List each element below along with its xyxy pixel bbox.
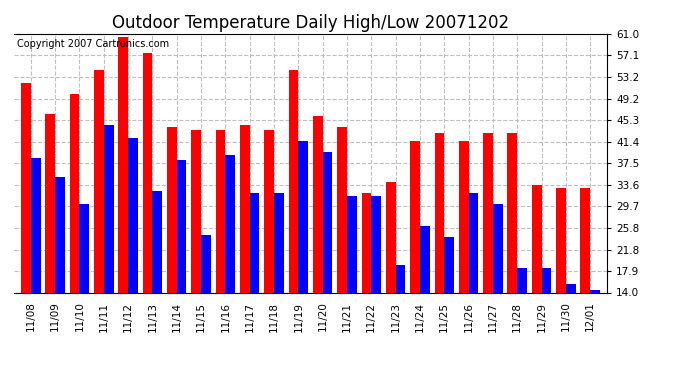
- Bar: [152, 190, 162, 292]
- Bar: [395, 265, 405, 292]
- Bar: [216, 130, 226, 292]
- Bar: [590, 290, 600, 292]
- Bar: [386, 182, 395, 292]
- Bar: [313, 116, 323, 292]
- Bar: [226, 155, 235, 292]
- Bar: [128, 138, 138, 292]
- Bar: [362, 194, 371, 292]
- Bar: [94, 69, 104, 292]
- Bar: [288, 69, 298, 292]
- Bar: [250, 194, 259, 292]
- Bar: [444, 237, 454, 292]
- Bar: [46, 114, 55, 292]
- Bar: [347, 196, 357, 292]
- Bar: [532, 185, 542, 292]
- Bar: [542, 268, 551, 292]
- Bar: [411, 141, 420, 292]
- Bar: [435, 133, 444, 292]
- Bar: [274, 194, 284, 292]
- Bar: [70, 94, 79, 292]
- Bar: [177, 160, 186, 292]
- Bar: [469, 194, 478, 292]
- Bar: [55, 177, 65, 292]
- Bar: [21, 83, 31, 292]
- Text: Copyright 2007 Cartronics.com: Copyright 2007 Cartronics.com: [17, 39, 169, 49]
- Bar: [119, 36, 128, 292]
- Bar: [556, 188, 566, 292]
- Bar: [191, 130, 201, 292]
- Bar: [31, 158, 41, 292]
- Bar: [580, 188, 590, 292]
- Bar: [459, 141, 469, 292]
- Bar: [518, 268, 527, 292]
- Bar: [323, 152, 333, 292]
- Bar: [167, 128, 177, 292]
- Bar: [337, 128, 347, 292]
- Bar: [420, 226, 430, 292]
- Bar: [201, 235, 210, 292]
- Title: Outdoor Temperature Daily High/Low 20071202: Outdoor Temperature Daily High/Low 20071…: [112, 14, 509, 32]
- Bar: [264, 130, 274, 292]
- Bar: [298, 141, 308, 292]
- Bar: [104, 124, 114, 292]
- Bar: [566, 284, 575, 292]
- Bar: [507, 133, 518, 292]
- Bar: [240, 124, 250, 292]
- Bar: [371, 196, 381, 292]
- Bar: [143, 53, 152, 292]
- Bar: [493, 204, 502, 292]
- Bar: [483, 133, 493, 292]
- Bar: [79, 204, 89, 292]
